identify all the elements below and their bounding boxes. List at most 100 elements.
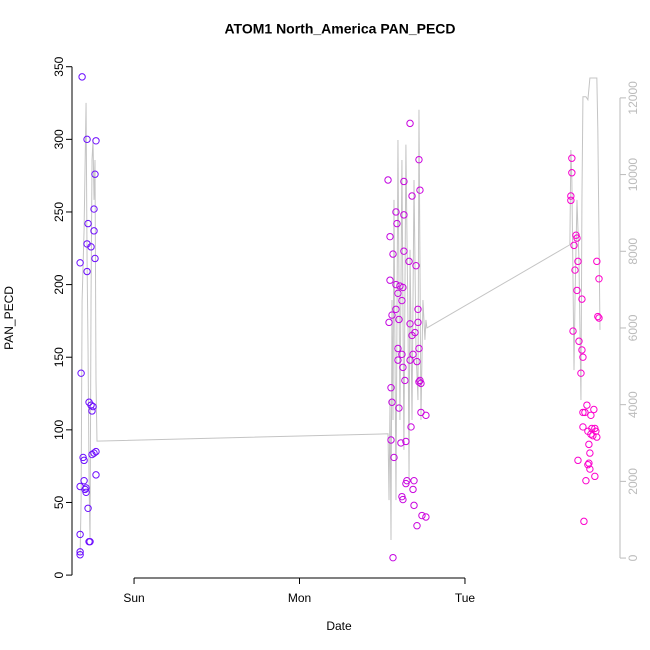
point bbox=[408, 192, 416, 200]
point bbox=[76, 530, 84, 539]
point bbox=[90, 205, 98, 213]
point bbox=[399, 495, 407, 504]
y-tick-label: 300 bbox=[52, 129, 66, 149]
point bbox=[415, 378, 423, 386]
point bbox=[389, 250, 397, 258]
point bbox=[422, 513, 430, 521]
point bbox=[403, 476, 411, 485]
point bbox=[76, 548, 84, 556]
point bbox=[92, 471, 100, 479]
point bbox=[414, 305, 422, 313]
point bbox=[91, 254, 99, 263]
point bbox=[385, 318, 393, 327]
point bbox=[591, 472, 599, 481]
point bbox=[87, 243, 95, 251]
y2-tick-label: 6000 bbox=[626, 314, 640, 341]
point bbox=[395, 315, 403, 324]
point bbox=[417, 379, 425, 388]
point bbox=[401, 376, 409, 385]
point bbox=[406, 320, 414, 328]
point bbox=[80, 456, 88, 465]
y2-tick-label: 10000 bbox=[626, 158, 640, 192]
point bbox=[595, 275, 603, 283]
point bbox=[78, 73, 86, 81]
point bbox=[567, 196, 575, 205]
point bbox=[411, 328, 419, 337]
point bbox=[392, 305, 400, 313]
point bbox=[388, 311, 396, 319]
point bbox=[579, 423, 587, 431]
point bbox=[581, 408, 589, 417]
point bbox=[400, 211, 408, 219]
point bbox=[410, 501, 418, 510]
point bbox=[388, 398, 396, 406]
point bbox=[584, 461, 592, 469]
y2-tick-label: 4000 bbox=[626, 391, 640, 418]
point bbox=[92, 447, 100, 456]
point bbox=[405, 257, 413, 266]
point bbox=[415, 344, 423, 353]
point bbox=[573, 234, 581, 242]
point bbox=[413, 522, 421, 530]
point bbox=[587, 411, 595, 420]
point bbox=[395, 404, 403, 412]
point bbox=[77, 369, 85, 377]
point bbox=[389, 553, 397, 562]
point bbox=[574, 456, 582, 465]
point bbox=[392, 208, 400, 216]
point bbox=[579, 408, 587, 417]
point bbox=[568, 169, 576, 177]
point bbox=[84, 504, 92, 512]
point bbox=[390, 453, 398, 462]
point bbox=[397, 439, 405, 447]
y-tick-label: 250 bbox=[52, 202, 66, 222]
y2-tick-label: 0 bbox=[626, 554, 640, 561]
point bbox=[394, 344, 402, 353]
point bbox=[569, 327, 577, 335]
point bbox=[574, 257, 582, 266]
chart-title: ATOM1 North_America PAN_PECD bbox=[224, 21, 455, 37]
x-tick-label: Tue bbox=[455, 591, 476, 605]
y2-tick-label: 12000 bbox=[626, 81, 640, 115]
point bbox=[586, 465, 594, 473]
point bbox=[567, 192, 575, 200]
point bbox=[394, 289, 402, 298]
point bbox=[580, 517, 588, 526]
point bbox=[406, 356, 414, 364]
point bbox=[586, 449, 594, 457]
point bbox=[570, 241, 578, 250]
point bbox=[386, 232, 394, 241]
point bbox=[81, 485, 89, 494]
point bbox=[595, 314, 603, 322]
x-axis-label: Date bbox=[326, 619, 352, 633]
point bbox=[398, 296, 406, 305]
point bbox=[399, 283, 407, 292]
point bbox=[400, 247, 408, 255]
point bbox=[571, 266, 579, 274]
point bbox=[394, 356, 402, 364]
point bbox=[80, 476, 88, 485]
point bbox=[413, 357, 421, 366]
point bbox=[415, 155, 423, 164]
point bbox=[387, 436, 395, 444]
y-axis-label: PAN_PECD bbox=[2, 286, 16, 350]
point bbox=[84, 219, 92, 228]
point bbox=[91, 170, 99, 178]
point bbox=[578, 295, 586, 303]
point bbox=[399, 363, 407, 372]
x-tick-label: Mon bbox=[288, 591, 311, 605]
y-tick-label: 50 bbox=[52, 495, 66, 509]
point bbox=[568, 154, 576, 162]
point bbox=[414, 318, 422, 327]
point bbox=[92, 137, 100, 145]
point bbox=[386, 276, 394, 284]
point bbox=[387, 384, 395, 392]
point bbox=[402, 437, 410, 446]
y2-tick-label: 2000 bbox=[626, 468, 640, 495]
point bbox=[579, 353, 587, 361]
point bbox=[409, 350, 417, 359]
y-tick-label: 350 bbox=[52, 56, 66, 76]
point bbox=[593, 257, 601, 266]
x-tick-label: Sun bbox=[123, 591, 144, 605]
point bbox=[577, 369, 585, 377]
